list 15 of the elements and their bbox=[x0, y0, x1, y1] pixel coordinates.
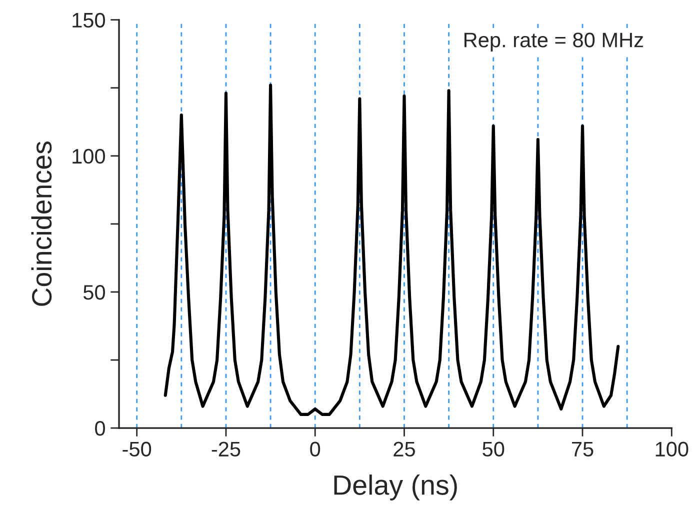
x-tick-label: 25 bbox=[394, 442, 415, 457]
x-tick-label: 100 bbox=[656, 442, 688, 457]
y-tick-label: 150 bbox=[72, 12, 106, 28]
x-tick-label: -25 bbox=[212, 442, 240, 457]
x-tick-label: 50 bbox=[482, 442, 504, 457]
y-tick-label: 50 bbox=[83, 284, 106, 300]
annotation: Rep. rate = 80 MHz bbox=[464, 32, 643, 52]
y-axis-title: Coincidences bbox=[31, 142, 52, 306]
y-tick-label: 0 bbox=[95, 421, 106, 436]
x-tick-label: 75 bbox=[572, 442, 594, 457]
x-tick-label: -50 bbox=[122, 442, 152, 457]
x-tick-label: 0 bbox=[310, 442, 320, 457]
x-axis-title: Delay (ns) bbox=[334, 474, 457, 500]
line-series bbox=[164, 84, 620, 416]
y-tick-label: 100 bbox=[72, 148, 106, 164]
